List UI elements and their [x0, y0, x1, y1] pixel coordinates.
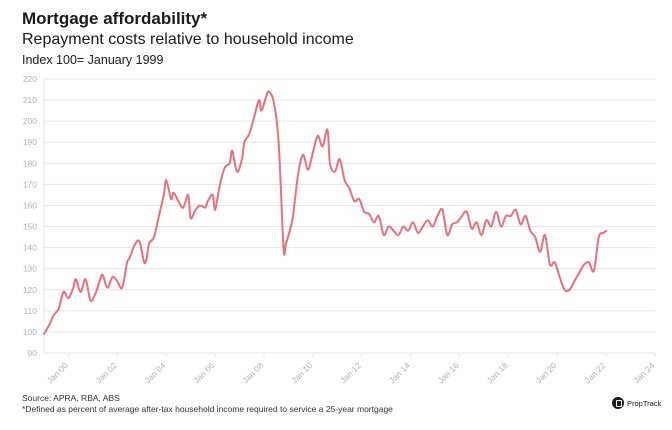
source-block: Source: APRA, RBA, ABS *Defined as perce… — [22, 393, 393, 415]
grid-layer — [43, 78, 656, 357]
y-tick-label: 140 — [23, 243, 37, 253]
y-tick-label: 100 — [23, 327, 37, 337]
x-tick-label: Jan 20 — [534, 360, 559, 385]
brand-name: PropTrack — [627, 398, 662, 408]
y-tick-label: 180 — [23, 158, 37, 168]
brand-logo: PropTrack — [612, 397, 661, 409]
y-tick-label: 170 — [23, 179, 37, 189]
series-layer — [43, 90, 608, 335]
x-tick-label: Jan 12 — [338, 360, 363, 385]
y-tick-label: 200 — [23, 116, 37, 126]
y-tick-label: 130 — [23, 264, 37, 274]
x-tick-label: Jan 10 — [289, 360, 314, 385]
x-tick-label: Jan 06 — [191, 360, 216, 385]
y-tick-label: 220 — [23, 74, 37, 84]
x-tick-label: Jan 18 — [485, 360, 510, 385]
x-tick-label: Jan 00 — [45, 360, 70, 385]
y-tick-label: 150 — [23, 222, 37, 232]
y-tick-label: 210 — [23, 95, 37, 105]
y-tick-label: 120 — [23, 285, 37, 295]
y-tick-label: 190 — [23, 137, 37, 147]
chart-subtitle: Repayment costs relative to household in… — [22, 31, 354, 48]
footnote-text: *Defined as percent of average after-tax… — [22, 404, 393, 414]
chart-title: Mortgage affordability* — [22, 9, 208, 28]
x-tick-label: Jan 16 — [436, 360, 461, 385]
y-tick-label: 160 — [23, 200, 37, 210]
x-tick-label: Jan 24 — [631, 360, 656, 385]
affordability-series-line — [43, 90, 608, 335]
x-tick-label: Jan 14 — [387, 360, 412, 385]
x-tick-label: Jan 04 — [142, 360, 167, 385]
index-note: Index 100= January 1999 — [22, 53, 164, 67]
source-text: Source: APRA, RBA, ABS — [22, 393, 120, 403]
proptrack-logo-icon — [612, 397, 624, 409]
x-tick-label: Jan 08 — [240, 360, 265, 385]
y-tick-label: 110 — [23, 306, 37, 316]
y-tick-label: 90 — [28, 348, 38, 358]
x-tick-label: Jan 02 — [94, 360, 119, 385]
x-tick-label: Jan 22 — [582, 360, 607, 385]
